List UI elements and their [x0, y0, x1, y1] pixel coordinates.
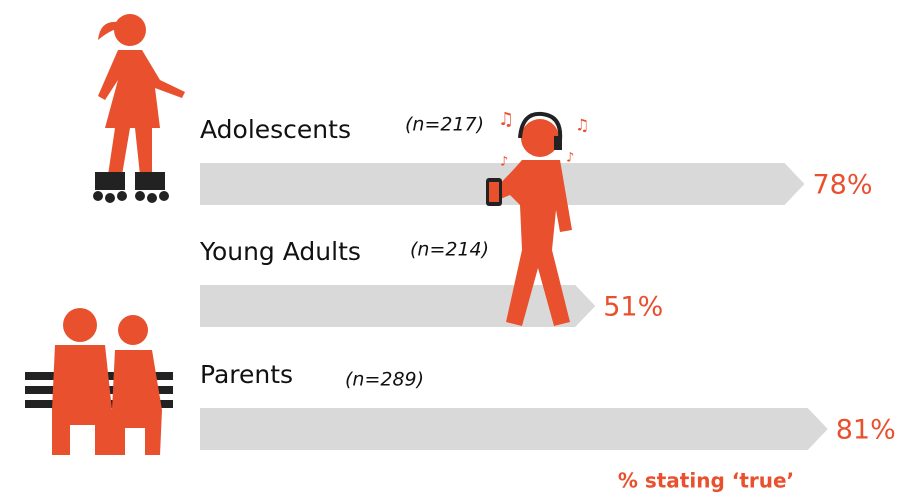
bar	[200, 285, 596, 327]
music-note: ♫	[575, 116, 589, 135]
note: % stating ‘true’	[618, 469, 794, 493]
couple-icon	[25, 308, 173, 455]
value-label: 81%	[836, 415, 896, 446]
sample-size: (n=217)	[405, 114, 484, 136]
music-note: ♫	[498, 109, 514, 130]
music-note: ♪	[500, 155, 508, 170]
bar	[200, 408, 828, 450]
listener-icon: ♫ ♫ ♪ ♪	[486, 109, 589, 326]
sample-size: (n=289)	[345, 369, 424, 391]
value-label: 78%	[813, 170, 873, 201]
category-label: Young Adults	[199, 237, 361, 266]
skater-icon	[93, 14, 185, 203]
category-label: Parents	[200, 360, 293, 389]
music-note: ♪	[566, 151, 574, 166]
sample-size: (n=214)	[410, 239, 489, 261]
value-label: 51%	[603, 292, 663, 323]
category-label: Adolescents	[200, 115, 351, 144]
